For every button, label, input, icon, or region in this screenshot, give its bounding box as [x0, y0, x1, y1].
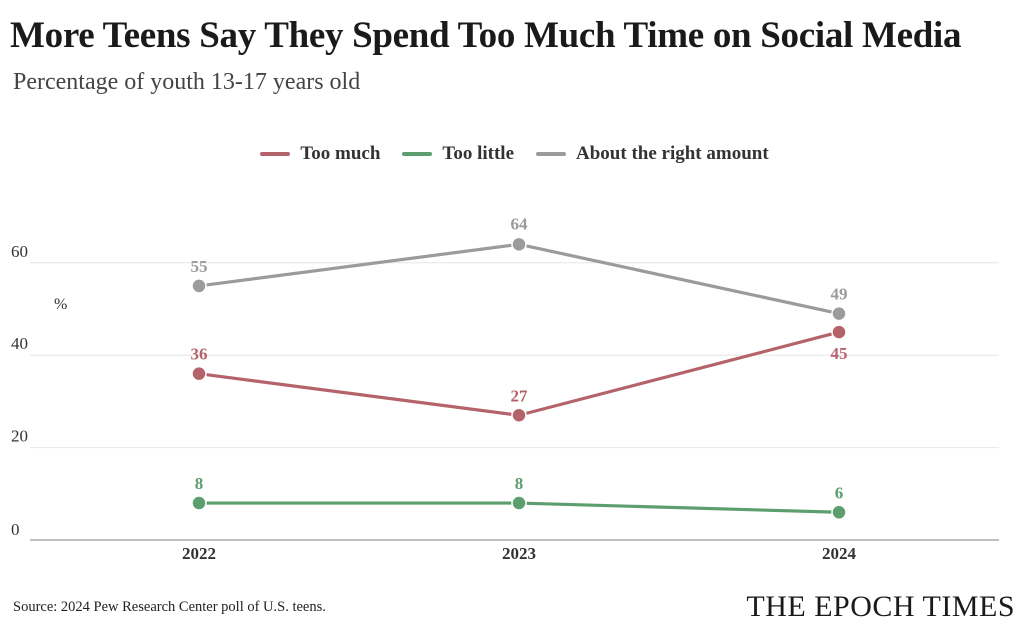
data-point-about-the-right-amount-2022 [191, 278, 207, 294]
data-point-too-much-2023 [511, 407, 527, 424]
data-label-too-much-2022: 36 [191, 345, 208, 364]
y-tick-label-40: 40 [11, 334, 28, 353]
legend-item-about-right: About the right amount [536, 143, 769, 165]
data-point-about-the-right-amount-2024 [831, 305, 847, 322]
data-label-about-the-right-amount-2024: 49 [831, 285, 848, 304]
data-label-too-little-2023: 8 [515, 474, 524, 493]
legend-item-too-little: Too little [402, 143, 514, 165]
series-too-much: 36 27 45 [191, 324, 848, 424]
x-axis-ticks: 2022 2023 2024 [182, 544, 857, 563]
y-tick-label-60: 60 [11, 242, 28, 261]
x-tick-label-2022: 2022 [182, 544, 216, 563]
chart-title: More Teens Say They Spend Too Much Time … [10, 15, 962, 56]
series-group: 36 27 45 8 8 6 55 64 49 [191, 214, 848, 521]
data-label-about-the-right-amount-2022: 55 [191, 257, 208, 276]
data-point-too-little-2023 [511, 495, 527, 511]
data-point-too-little-2022 [191, 495, 207, 511]
legend-swatch-too-little [402, 152, 433, 156]
y-tick-label-0: 0 [11, 520, 20, 539]
legend-label-too-much: Too much [300, 143, 381, 164]
y-tick-label-20: 20 [11, 427, 28, 446]
legend: Too much Too little About the right amou… [0, 143, 1029, 165]
series-too-little: 8 8 6 [191, 474, 847, 521]
legend-label-too-little: Too little [442, 143, 515, 164]
data-label-too-much-2023: 27 [511, 386, 529, 405]
legend-swatch-too-much [260, 152, 291, 156]
series-about-the-right-amount: 55 64 49 [191, 214, 848, 322]
legend-swatch-about-right [536, 152, 567, 156]
y-axis-ticks: 0 20 40 60 [11, 242, 28, 539]
x-tick-label-2024: 2024 [822, 544, 857, 563]
source-note: Source: 2024 Pew Research Center poll of… [13, 599, 326, 615]
publisher-logo: THE EPOCH TIMES [746, 590, 1015, 623]
data-point-too-much-2022 [191, 365, 207, 382]
data-label-too-much-2024: 45 [831, 344, 848, 363]
legend-label-about-right: About the right amount [576, 143, 769, 164]
data-point-too-much-2024 [831, 324, 847, 340]
chart-subtitle: Percentage of youth 13-17 years old [13, 69, 361, 95]
data-label-too-little-2022: 8 [195, 474, 204, 493]
data-point-about-the-right-amount-2023 [511, 236, 527, 253]
y-axis-unit-label: % [54, 296, 67, 313]
data-label-about-the-right-amount-2023: 64 [511, 214, 529, 233]
gridlines [30, 262, 999, 449]
legend-item-too-much: Too much [260, 143, 380, 165]
series-line-about-the-right-amount [198, 242, 840, 316]
x-tick-label-2023: 2023 [502, 544, 536, 563]
data-point-too-little-2024 [831, 504, 847, 521]
data-label-too-little-2024: 6 [835, 483, 844, 502]
